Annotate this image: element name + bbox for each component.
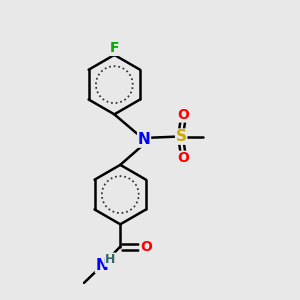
Text: S: S [176, 129, 187, 144]
Text: N: N [138, 132, 150, 147]
Text: O: O [177, 151, 189, 165]
Text: F: F [110, 41, 119, 56]
Text: O: O [177, 108, 189, 122]
Text: O: O [140, 240, 152, 254]
Text: H: H [105, 253, 116, 266]
Text: N: N [95, 257, 108, 272]
